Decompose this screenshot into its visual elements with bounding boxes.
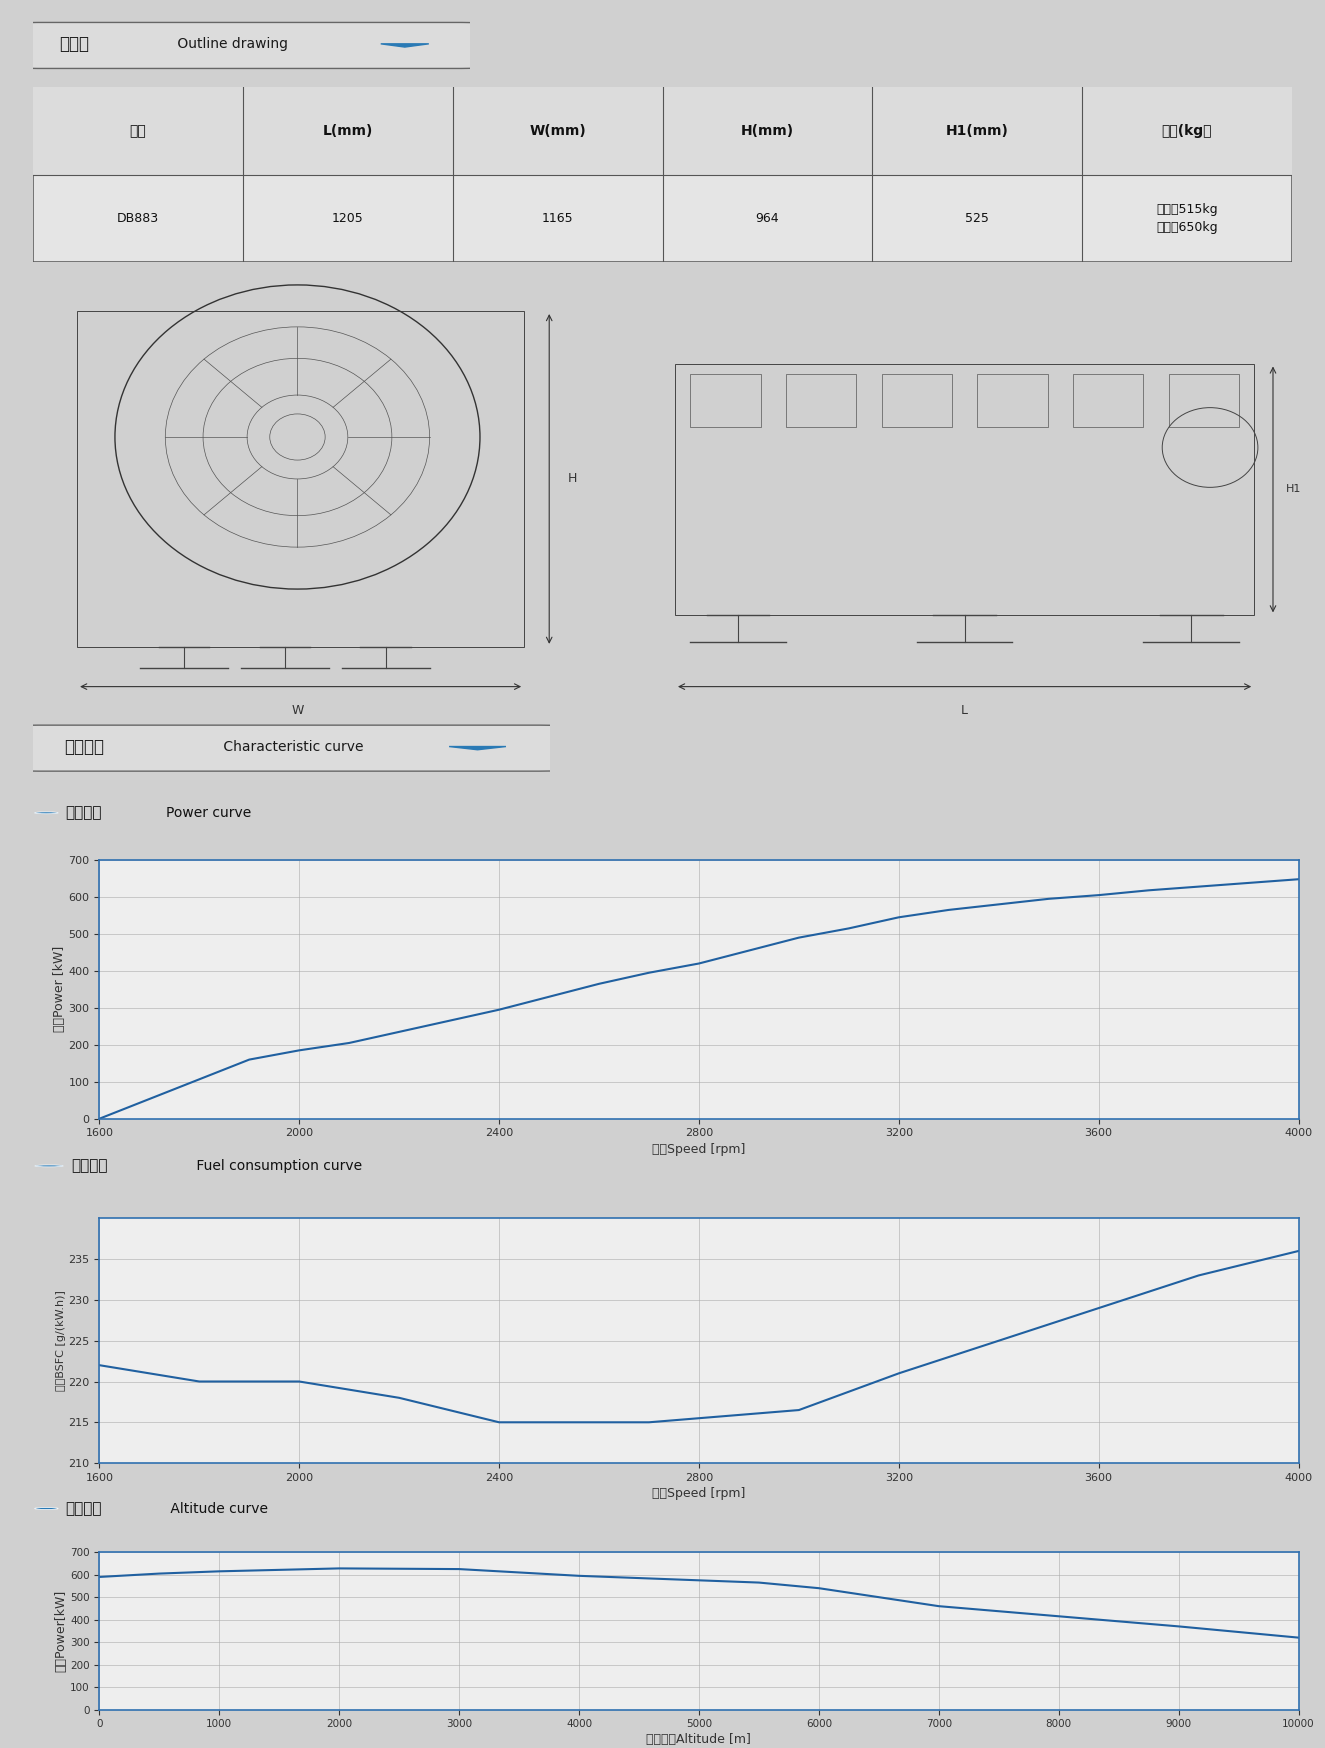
Bar [977, 374, 1048, 427]
Bar [690, 374, 761, 427]
Text: 525: 525 [965, 212, 990, 225]
FancyBboxPatch shape [16, 23, 484, 68]
Text: 964: 964 [755, 212, 779, 225]
Polygon shape [380, 44, 429, 47]
Bar [77, 311, 525, 647]
Text: Outline drawing: Outline drawing [174, 37, 288, 51]
Text: Power curve: Power curve [166, 806, 250, 820]
Y-axis label: 功率Power [kW]: 功率Power [kW] [53, 946, 66, 1033]
Circle shape [34, 811, 58, 815]
X-axis label: 转速Speed [rpm]: 转速Speed [rpm] [652, 1488, 746, 1500]
Bar [1169, 374, 1239, 427]
Text: 型号: 型号 [130, 124, 146, 138]
Bar [786, 374, 856, 427]
Polygon shape [449, 746, 506, 750]
Y-axis label: 功率Power[kW]: 功率Power[kW] [54, 1589, 68, 1673]
Text: Altitude curve: Altitude curve [166, 1502, 268, 1516]
X-axis label: 转速Speed [rpm]: 转速Speed [rpm] [652, 1143, 746, 1155]
Text: W(mm): W(mm) [529, 124, 586, 138]
Text: Characteristic curve: Characteristic curve [219, 739, 363, 753]
Text: 1165: 1165 [542, 212, 574, 225]
X-axis label: 海拔高度Altitude [m]: 海拔高度Altitude [m] [647, 1734, 751, 1746]
Y-axis label: 油耗BSFC [g/(kW.h)]: 油耗BSFC [g/(kW.h)] [56, 1290, 66, 1391]
Text: 干重(kg）: 干重(kg） [1162, 124, 1212, 138]
Text: 海拔曲线: 海拔曲线 [65, 1502, 102, 1516]
Circle shape [34, 1507, 58, 1510]
Bar [33, 87, 1292, 175]
Text: H(mm): H(mm) [741, 124, 794, 138]
Text: H: H [568, 472, 578, 486]
Text: H1(mm): H1(mm) [946, 124, 1008, 138]
Bar [881, 374, 951, 427]
Text: 航空版515kg
地面版650kg: 航空版515kg 地面版650kg [1157, 203, 1218, 234]
FancyBboxPatch shape [12, 725, 566, 771]
Text: 油耗曲线: 油耗曲线 [72, 1159, 107, 1173]
Text: W: W [292, 704, 303, 717]
Text: 功率曲线: 功率曲线 [65, 806, 102, 820]
Bar [674, 364, 1253, 615]
Text: 外形图: 外形图 [60, 35, 89, 54]
Text: 1205: 1205 [333, 212, 363, 225]
Text: DB883: DB883 [117, 212, 159, 225]
Text: H1: H1 [1285, 484, 1301, 495]
Text: L: L [961, 704, 969, 717]
Text: Fuel consumption curve: Fuel consumption curve [192, 1159, 362, 1173]
Circle shape [34, 1164, 64, 1168]
Text: L(mm): L(mm) [322, 124, 374, 138]
Bar [1073, 374, 1143, 427]
Text: 特性曲线: 特性曲线 [64, 738, 105, 757]
